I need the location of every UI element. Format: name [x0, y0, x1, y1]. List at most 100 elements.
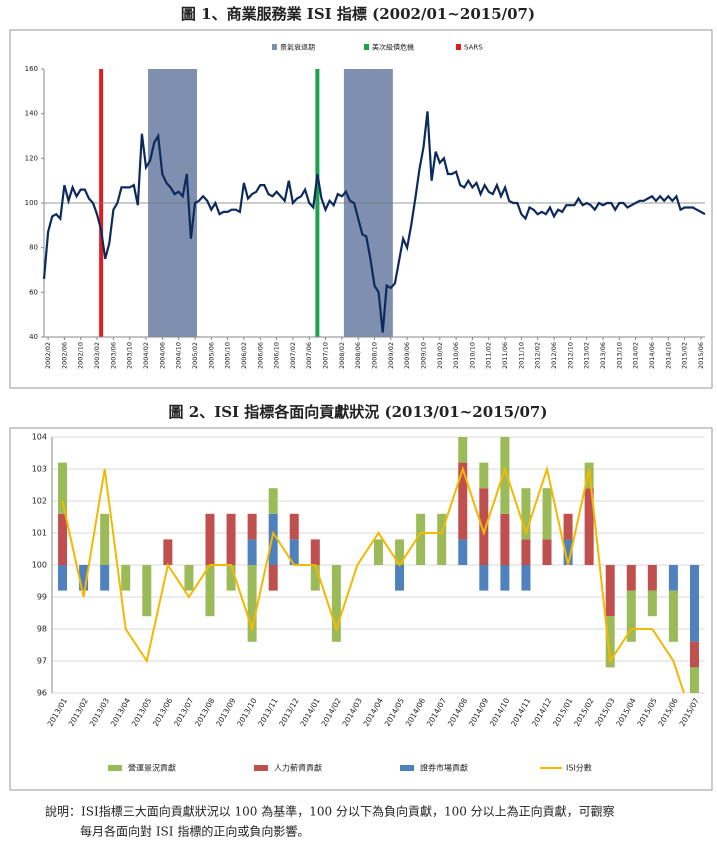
legend-swatch	[456, 44, 461, 50]
chart-title: 圖 1、商業服務業 ISI 指標 (2002/01~2015/07)	[181, 5, 535, 23]
legend-label: SARS	[464, 44, 483, 52]
x-tick-label: 2004/10	[175, 342, 183, 369]
bar-segment	[142, 565, 152, 617]
x-tick-label: 2010/02	[436, 342, 444, 369]
y-tick-label: 80	[29, 244, 38, 252]
y-tick-label: 100	[32, 561, 47, 570]
bar-segment	[437, 513, 447, 565]
note: 說明：ISI指標三大面向貢獻狀況以 100 為基準，100 分以下為負向貢獻，1…	[45, 804, 615, 819]
isi-line	[61, 465, 686, 693]
isi-line	[42, 111, 706, 333]
bar-segment	[689, 565, 699, 642]
legend-label: 景氣衰退期	[280, 43, 315, 52]
bar-segment	[184, 565, 194, 591]
bar-segment	[374, 539, 383, 565]
x-tick-label: 2007/02	[289, 342, 297, 369]
bar-segment	[626, 590, 636, 642]
y-tick-label: 60	[29, 288, 38, 296]
bar-segment	[563, 539, 573, 565]
bar-segment	[626, 565, 636, 591]
y-tick-label: 96	[37, 689, 47, 698]
x-tick-label: 2005/02	[191, 342, 199, 369]
bar-segment	[689, 667, 699, 693]
bar-segment	[605, 616, 615, 668]
x-tick-label: 2013/06	[599, 342, 607, 369]
legend-label: 人力薪資貢獻	[274, 763, 322, 773]
x-tick-label: 2008/06	[354, 342, 362, 369]
bar-segment	[205, 565, 215, 617]
x-tick-label: 2003/10	[126, 342, 134, 369]
bar-segment	[563, 513, 573, 540]
bar-segment	[268, 488, 278, 514]
x-tick-label: 2003/02	[93, 342, 101, 369]
bar-segment	[416, 513, 426, 565]
bar-segment	[458, 462, 468, 540]
x-tick-label: 2002/02	[44, 342, 52, 369]
bar-segment	[500, 437, 510, 514]
x-tick-label: 2013/02	[583, 342, 591, 369]
x-tick-label: 2004/02	[142, 342, 150, 369]
x-tick-label: 2002/10	[77, 342, 85, 369]
bar-segment	[479, 462, 489, 489]
legend-swatch	[108, 765, 122, 771]
x-tick-label: 2015/02	[681, 342, 689, 369]
y-tick-label: 120	[25, 154, 38, 162]
x-tick-label: 2012/10	[566, 342, 574, 369]
bar-segment	[542, 488, 552, 540]
bar-segment	[689, 641, 699, 668]
legend-label: 證券市場貢獻	[420, 763, 468, 773]
bar-segment	[605, 565, 615, 617]
bar-segment	[479, 488, 489, 565]
bar-segment	[331, 565, 341, 642]
bar-segment	[58, 462, 68, 514]
bar-segment	[668, 590, 678, 642]
y-tick-label: 99	[37, 593, 47, 602]
x-tick-label: 2009/06	[403, 342, 411, 369]
legend-swatch	[364, 44, 369, 50]
bar-segment	[479, 565, 489, 591]
y-tick-label: 104	[32, 433, 47, 442]
bar-segment	[395, 565, 405, 591]
bar-segment	[542, 539, 552, 565]
legend-label: 營運景況貢獻	[128, 763, 176, 773]
legend-swatch	[272, 44, 277, 50]
y-tick-label: 102	[32, 497, 47, 506]
x-tick-label: 2009/10	[419, 342, 427, 369]
bar-segment	[668, 565, 678, 591]
legend-swatch	[400, 765, 414, 771]
bar-segment	[310, 565, 320, 591]
bar-segment	[289, 539, 299, 565]
bar-segment	[100, 565, 110, 591]
bar-segment	[247, 513, 257, 540]
bar-segment	[226, 565, 236, 591]
x-tick-label: 2010/06	[452, 342, 460, 369]
line-group	[61, 465, 686, 693]
bar-segment	[58, 565, 68, 591]
bar-segment	[521, 488, 531, 540]
x-tick-label: 2008/02	[338, 342, 346, 369]
x-tick-label: 2006/02	[240, 342, 248, 369]
x-tick-label: 2006/10	[273, 342, 281, 369]
x-tick-label: 2006/06	[256, 342, 264, 369]
y-tick-label: 40	[29, 333, 38, 341]
bar-segment	[310, 539, 320, 565]
y-tick-label: 98	[37, 625, 47, 634]
x-tick-label: 2010/10	[468, 342, 476, 369]
bar-segment	[247, 539, 257, 565]
chart-title: 圖 2、ISI 指標各面向貢獻狀況 (2013/01~2015/07)	[169, 403, 548, 421]
x-tick-label: 2014/06	[648, 342, 656, 369]
x-tick-label: 2003/06	[109, 342, 117, 369]
bar-segment	[163, 539, 173, 565]
bar-segment	[647, 590, 657, 617]
x-tick-label: 2011/02	[485, 342, 493, 369]
x-tick-label: 2011/10	[517, 342, 525, 369]
bar-segment	[205, 513, 215, 565]
bar-segment	[395, 539, 405, 565]
note: 每月各面向對 ISI 指標的正向或負向影響。	[80, 824, 309, 839]
bar-segment	[268, 513, 278, 565]
x-tick-label: 2014/02	[632, 342, 640, 369]
bar-segment	[268, 565, 278, 591]
x-tick-label: 2007/06	[305, 342, 313, 369]
bar-segment	[226, 513, 236, 565]
bar-segment	[584, 488, 594, 565]
